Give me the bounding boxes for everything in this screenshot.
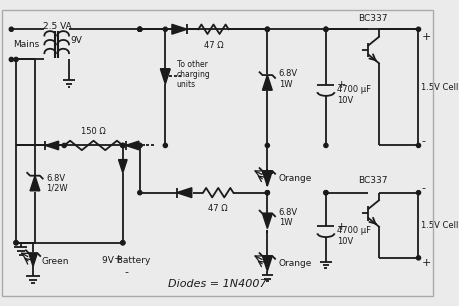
Circle shape [323, 191, 327, 195]
Text: Diodes = 1N4007: Diodes = 1N4007 [168, 279, 266, 289]
Circle shape [137, 144, 141, 147]
Circle shape [163, 144, 167, 147]
Circle shape [137, 27, 141, 31]
Polygon shape [45, 141, 58, 150]
Polygon shape [160, 69, 170, 84]
Circle shape [323, 27, 327, 31]
Text: 1.5V Cell: 1.5V Cell [420, 83, 458, 92]
Text: 47 Ω: 47 Ω [203, 41, 223, 50]
Circle shape [323, 144, 327, 147]
Polygon shape [262, 256, 272, 271]
Circle shape [120, 144, 124, 147]
Circle shape [265, 27, 269, 31]
Text: +: + [336, 80, 346, 91]
Text: BC337: BC337 [358, 14, 387, 23]
Text: 6.8V
1W: 6.8V 1W [278, 207, 297, 227]
Text: 6.8V
1W: 6.8V 1W [278, 69, 297, 88]
Text: 1.5V Cell: 1.5V Cell [420, 221, 458, 230]
Circle shape [137, 144, 141, 147]
Circle shape [137, 27, 141, 31]
Text: To other
charging
units: To other charging units [176, 60, 210, 89]
Circle shape [265, 27, 269, 31]
Text: 9V: 9V [71, 36, 83, 45]
Circle shape [14, 241, 18, 245]
Polygon shape [262, 214, 272, 229]
Circle shape [415, 191, 420, 195]
Text: 9V Battery: 9V Battery [102, 256, 151, 265]
Polygon shape [262, 171, 272, 186]
Circle shape [120, 241, 124, 245]
Text: BC337: BC337 [358, 176, 387, 185]
Text: +: + [113, 254, 123, 264]
Text: -: - [420, 136, 425, 146]
Circle shape [415, 144, 420, 147]
Circle shape [62, 144, 66, 147]
Text: 4700 μF
10V: 4700 μF 10V [336, 85, 370, 105]
Text: 150 Ω: 150 Ω [81, 127, 106, 136]
Text: 4700 μF
10V: 4700 μF 10V [336, 226, 370, 246]
Text: 2.5 VA: 2.5 VA [43, 22, 72, 31]
Circle shape [323, 191, 327, 195]
Text: +: + [420, 258, 430, 267]
Text: -: - [420, 183, 425, 193]
Circle shape [9, 27, 13, 31]
Text: 47 Ω: 47 Ω [208, 204, 228, 213]
Text: -: - [124, 267, 129, 277]
Circle shape [120, 241, 124, 245]
Text: Orange: Orange [278, 259, 311, 268]
Polygon shape [176, 188, 191, 198]
Circle shape [265, 144, 269, 147]
Polygon shape [29, 253, 37, 266]
Circle shape [415, 256, 420, 260]
Circle shape [323, 27, 327, 31]
Polygon shape [125, 141, 139, 150]
Circle shape [14, 241, 18, 245]
Circle shape [265, 191, 269, 195]
Circle shape [415, 27, 420, 31]
Text: +: + [420, 32, 430, 42]
Circle shape [265, 191, 269, 195]
Polygon shape [30, 176, 40, 191]
Polygon shape [172, 24, 187, 34]
Circle shape [163, 27, 167, 31]
Polygon shape [118, 160, 127, 173]
Circle shape [9, 58, 13, 62]
Text: Green: Green [41, 257, 69, 266]
Circle shape [137, 191, 141, 195]
Text: Orange: Orange [278, 174, 311, 183]
Polygon shape [262, 75, 272, 90]
Text: +: + [336, 222, 346, 232]
Text: 6.8V
1/2W: 6.8V 1/2W [46, 174, 68, 193]
Circle shape [137, 27, 141, 31]
Text: Mains: Mains [13, 40, 39, 49]
Circle shape [14, 58, 18, 62]
Circle shape [120, 144, 124, 147]
